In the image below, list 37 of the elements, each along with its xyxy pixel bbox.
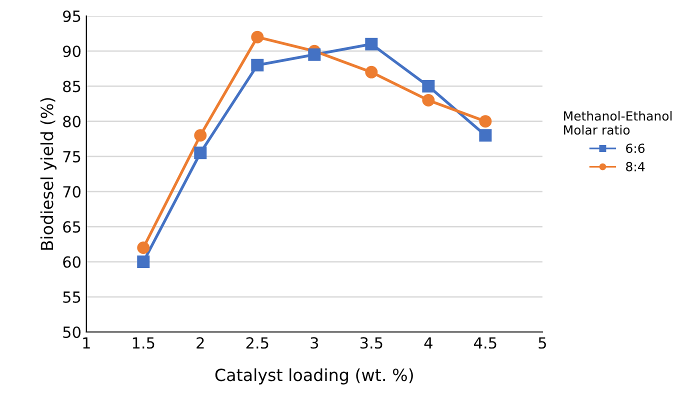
point — [479, 115, 492, 128]
point — [194, 129, 207, 142]
point — [194, 146, 207, 160]
legend-label: 8:4 — [626, 162, 645, 172]
point — [251, 30, 264, 44]
y-axis-title: Biodiesel yield (%) — [40, 98, 57, 250]
x-tick-label: 4 — [424, 337, 432, 348]
y-tick-label: 65 — [63, 221, 80, 233]
x-tick-label: 3.5 — [360, 337, 382, 349]
y-tick-label: 55 — [63, 292, 80, 303]
y-tick-label: 75 — [63, 151, 80, 162]
y-tick-label: 85 — [63, 80, 80, 92]
x-tick-label: 1.5 — [132, 337, 154, 349]
point — [137, 256, 150, 268]
x-tick-label: 2 — [196, 337, 204, 348]
x-tick-label: 1 — [83, 337, 90, 348]
y-tick-label: 70 — [63, 186, 80, 198]
y-tick-label: 60 — [63, 256, 80, 268]
y-tick-label: 95 — [63, 10, 80, 22]
point — [422, 80, 435, 92]
legend-title: Methanol-Ethanol Molar ratio — [564, 111, 672, 135]
x-tick-label: 2.5 — [246, 337, 268, 349]
point — [137, 241, 150, 254]
point — [365, 38, 378, 50]
x-axis-title: Catalyst loading (wt. %) — [215, 368, 413, 384]
point — [308, 48, 321, 61]
legend-label: 6:6 — [626, 144, 645, 154]
x-tick-label: 3 — [310, 337, 318, 349]
point — [479, 129, 492, 142]
point — [365, 66, 378, 78]
y-tick-label: 50 — [63, 326, 80, 338]
point — [422, 94, 435, 107]
y-tick-label: 80 — [63, 116, 80, 128]
x-tick-label: 4.5 — [474, 337, 496, 349]
x-tick-label: 5 — [538, 337, 546, 349]
y-tick-label: 90 — [63, 46, 80, 58]
point — [251, 58, 264, 72]
